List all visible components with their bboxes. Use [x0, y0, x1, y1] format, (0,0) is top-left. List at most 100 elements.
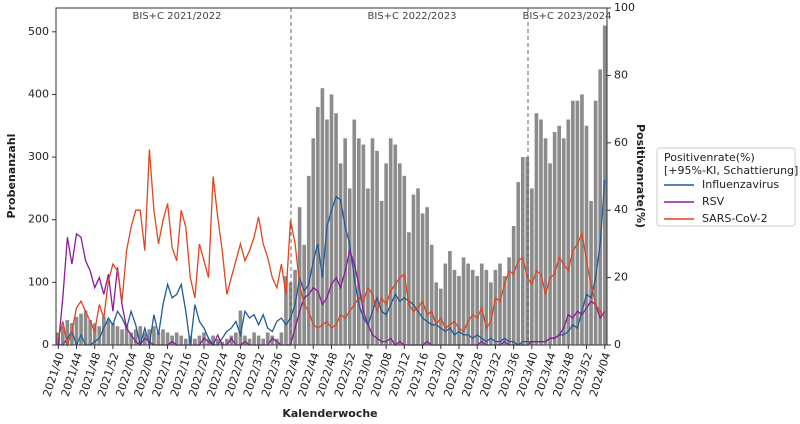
- y2-tick-label: 60: [614, 136, 628, 149]
- season-label: BIS+C 2021/2022: [133, 11, 222, 22]
- legend-label: RSV: [702, 195, 725, 208]
- bar: [297, 207, 302, 345]
- bar: [557, 125, 562, 345]
- legend-title: Positivenrate(%): [664, 151, 755, 164]
- bar: [183, 338, 188, 345]
- bar: [88, 319, 92, 345]
- bar: [293, 269, 297, 345]
- bar: [138, 326, 143, 345]
- y-tick-label: 100: [28, 275, 49, 288]
- y-tick-label: 500: [28, 25, 49, 38]
- bar: [270, 335, 275, 345]
- bar: [393, 144, 398, 345]
- bar: [502, 276, 507, 345]
- bar: [379, 200, 384, 345]
- bar: [530, 188, 534, 345]
- bar: [402, 175, 407, 345]
- bar: [516, 182, 521, 345]
- bar: [288, 282, 293, 345]
- bar: [152, 326, 156, 345]
- bar: [475, 276, 480, 345]
- bar: [161, 329, 165, 345]
- legend-title: [+95%-KI, Schattierung]: [664, 164, 798, 177]
- y2-tick-label: 40: [614, 203, 628, 216]
- bar: [147, 329, 152, 345]
- bar: [316, 106, 320, 345]
- bar: [575, 100, 580, 345]
- y-axis-label: Probenanzahl: [5, 134, 18, 219]
- bar: [247, 338, 252, 345]
- bar: [584, 125, 589, 345]
- bar: [361, 144, 366, 345]
- bar: [448, 251, 452, 345]
- bar: [507, 257, 511, 345]
- bar: [174, 332, 179, 345]
- y2-tick-label: 80: [614, 68, 628, 81]
- season-label: BIS+C 2023/2024: [523, 11, 612, 22]
- bar: [429, 244, 434, 345]
- bar: [74, 316, 79, 345]
- bar: [329, 94, 334, 345]
- bar: [525, 157, 530, 345]
- bar: [133, 329, 138, 345]
- bar: [156, 332, 161, 345]
- y-tick-label: 200: [28, 213, 49, 226]
- legend-box: [656, 147, 796, 227]
- bar: [83, 310, 88, 345]
- bar: [215, 338, 220, 345]
- bar: [252, 332, 256, 345]
- bar: [589, 200, 593, 345]
- bar: [470, 269, 475, 345]
- bar: [489, 282, 493, 345]
- bar: [511, 225, 516, 345]
- bar: [366, 188, 370, 345]
- bar: [115, 326, 120, 345]
- bar: [397, 163, 402, 345]
- bar: [70, 323, 74, 345]
- bar: [197, 335, 202, 345]
- bar: [165, 332, 170, 345]
- bar: [357, 138, 361, 345]
- bar: [79, 313, 83, 345]
- bar: [92, 323, 97, 345]
- bar: [443, 263, 448, 345]
- bar: [343, 138, 347, 345]
- bar: [539, 119, 543, 345]
- bar: [407, 232, 411, 345]
- bar: [238, 310, 243, 345]
- bar: [520, 157, 525, 345]
- y-tick-label: 300: [28, 150, 49, 163]
- bar: [284, 276, 288, 345]
- bar: [580, 94, 584, 345]
- bar: [311, 138, 316, 345]
- bar: [65, 319, 70, 345]
- bar: [229, 335, 234, 345]
- bar: [211, 335, 215, 345]
- bar: [561, 138, 566, 345]
- bar: [534, 113, 539, 346]
- bar: [420, 213, 425, 345]
- bar: [234, 332, 238, 345]
- bar: [566, 119, 571, 345]
- plot-frame: [55, 7, 608, 346]
- bar: [479, 263, 484, 345]
- bar: [261, 338, 266, 345]
- bar: [120, 329, 124, 345]
- bar: [370, 138, 375, 345]
- bar: [434, 282, 439, 345]
- bar: [593, 100, 598, 345]
- bar: [452, 269, 457, 345]
- legend-label: SARS-CoV-2: [702, 212, 768, 225]
- line-series: [57, 149, 606, 348]
- y-tick-label: 0: [42, 338, 49, 351]
- bar: [466, 263, 470, 345]
- y-tick-label: 400: [28, 87, 49, 100]
- bar: [124, 326, 129, 345]
- y2-tick-label: 20: [614, 271, 628, 284]
- bar: [193, 338, 197, 345]
- bar: [425, 207, 429, 345]
- bar: [101, 316, 106, 345]
- bar: [388, 138, 393, 345]
- bar: [279, 332, 284, 345]
